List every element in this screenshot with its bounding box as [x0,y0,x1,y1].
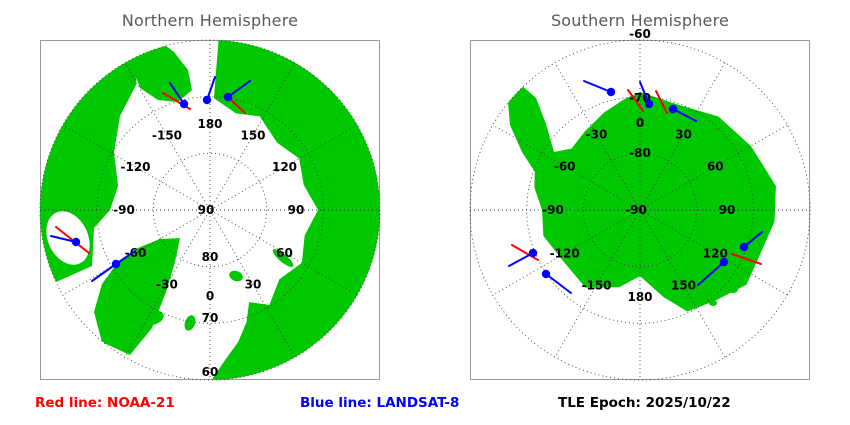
land-island-2 [709,300,717,306]
land-svalbard [229,270,243,282]
red-track-segment [731,253,762,265]
lon-label: 0 [636,116,644,130]
satellite-marker-dot [668,104,678,114]
graticule-labels: 180 150 120 90 60 30 0 -30 -60 -90 -120 -150 80 70 60 9… [113,117,304,379]
satellite-marker-dot [223,92,233,102]
red-track-segment [511,244,539,261]
blue-track-segment [227,80,251,98]
satellite-marker-dot [644,99,654,109]
lat-label: -80 [629,146,651,160]
satellite-marker-dot [179,99,189,109]
red-track-segment [655,90,668,114]
lon-label: 30 [675,128,692,142]
satellite-marker-dot [719,257,729,267]
lat-label: 70 [202,311,219,325]
lat-label: 80 [202,250,219,264]
land-island-1 [728,285,738,293]
blue-track-segment [508,252,534,267]
blue-track-segment [545,273,572,294]
lon-label: -120 [550,247,580,261]
graticule [39,39,381,381]
legend-tle-epoch: TLE Epoch: 2025/10/22 [558,395,731,411]
satellite-marker-dot [71,237,81,247]
land-iceland [140,310,164,326]
lon-label: 60 [707,160,724,174]
lon-label: -60 [554,160,576,174]
north-map-title: Northern Hemisphere [121,11,299,30]
lon-label: -120 [120,160,150,174]
lon-label: 150 [240,129,265,143]
blue-track-segment [583,80,612,93]
lon-label: -60 [125,246,147,260]
satellite-markers [508,80,763,294]
red-track-segment [627,89,644,112]
land-layer [508,84,776,312]
land-layer [40,40,380,380]
lon-label: 180 [627,290,652,304]
land-britain [184,315,196,331]
land-antarctica [508,84,776,312]
blue-track-segment [91,263,117,282]
lon-label: 180 [197,117,222,131]
lon-label: 90 [719,203,736,217]
blue-track-segment [697,261,725,286]
satellite-marker-dot [111,259,121,269]
satellite-marker-dot [541,269,551,279]
south-hemisphere-map: 0 30 60 90 120 150 180 -150 -120 -90 -60 -30 -80 -70-… [469,27,811,381]
satellite-marker-dot [739,242,749,252]
land-alaska [132,40,192,102]
satellite-marker-dot [528,248,538,258]
south-map-title: Southern Hemisphere [550,11,730,30]
lon-label: -150 [152,129,182,143]
lon-label: 90 [288,203,305,217]
legend-red-noaa21: Red line: NOAA-21 [35,395,175,411]
lon-label: -150 [581,278,611,292]
blue-track-segment [50,235,77,243]
lat-label: 60 [202,365,219,379]
graticule-labels: 0306090120150180-150-120-90-60-30-80-70-… [542,27,735,304]
satellite-marker-dot [202,95,212,105]
lon-label: -30 [586,128,608,142]
pole-label: -90 [625,203,647,217]
blue-track-segment [672,108,697,122]
lon-label: -90 [542,203,564,217]
lon-label: -30 [156,278,178,292]
graticule [469,39,811,381]
lon-label: 30 [245,278,262,292]
blue-track-segment [169,82,185,105]
north-hemisphere-map: 180 150 120 90 60 30 0 -30 -60 -90 -120 -150 80 70 60 9… [39,39,381,381]
land-eurasia [212,40,380,380]
lon-label: -90 [113,203,135,217]
land-novaya-zemlya [272,249,294,267]
legend-blue-landsat8: Blue line: LANDSAT-8 [300,395,460,411]
satellite-marker-dot [606,87,616,97]
hudson-bay [46,211,90,265]
lon-label: 60 [276,246,293,260]
lon-label: 0 [206,289,214,303]
satellite-markers [50,76,251,282]
lon-label: 120 [272,160,297,174]
lon-label: 120 [703,247,728,261]
lat-label: -60 [629,27,651,41]
pole-label: 90 [198,203,215,217]
lon-label: 150 [671,278,696,292]
